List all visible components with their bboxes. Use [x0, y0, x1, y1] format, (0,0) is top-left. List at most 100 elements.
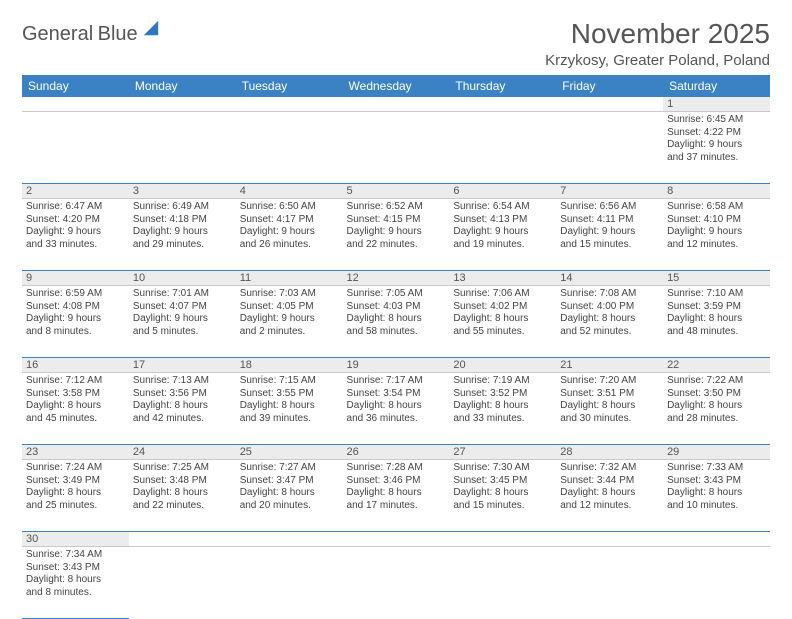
week-row: Sunrise: 6:45 AMSunset: 4:22 PMDaylight:… — [22, 112, 770, 184]
sunrise-line: Sunrise: 6:58 AM — [667, 201, 766, 214]
sunset-line: Sunset: 4:17 PM — [240, 214, 339, 227]
day-cell: Sunrise: 7:10 AMSunset: 3:59 PMDaylight:… — [663, 286, 770, 358]
day-cell — [556, 547, 663, 619]
day-cell: Sunrise: 6:49 AMSunset: 4:18 PMDaylight:… — [129, 199, 236, 271]
daylight-line: Daylight: 8 hours — [240, 400, 339, 413]
daylight-line2: and 22 minutes. — [347, 239, 446, 252]
daylight-line: Daylight: 8 hours — [560, 313, 659, 326]
sunset-line: Sunset: 3:46 PM — [347, 475, 446, 488]
day-cell: Sunrise: 7:24 AMSunset: 3:49 PMDaylight:… — [22, 460, 129, 532]
sunrise-line: Sunrise: 6:59 AM — [26, 288, 125, 301]
day-cell: Sunrise: 7:25 AMSunset: 3:48 PMDaylight:… — [129, 460, 236, 532]
day-number: 26 — [343, 445, 450, 460]
daylight-line: Daylight: 8 hours — [347, 313, 446, 326]
daylight-line2: and 29 minutes. — [133, 239, 232, 252]
daylight-line2: and 36 minutes. — [347, 413, 446, 426]
day-cell: Sunrise: 6:45 AMSunset: 4:22 PMDaylight:… — [663, 112, 770, 184]
day-cell — [449, 112, 556, 184]
daylight-line2: and 20 minutes. — [240, 500, 339, 513]
day-number: 17 — [129, 358, 236, 373]
day-cell — [343, 112, 450, 184]
day-cell: Sunrise: 6:54 AMSunset: 4:13 PMDaylight:… — [449, 199, 556, 271]
sunrise-line: Sunrise: 6:54 AM — [453, 201, 552, 214]
day-number: 11 — [236, 271, 343, 286]
daylight-line2: and 15 minutes. — [560, 239, 659, 252]
daylight-line: Daylight: 8 hours — [26, 487, 125, 500]
day-cell — [556, 112, 663, 184]
sunset-line: Sunset: 3:43 PM — [26, 562, 125, 575]
day-cell: Sunrise: 6:50 AMSunset: 4:17 PMDaylight:… — [236, 199, 343, 271]
day-number: 13 — [449, 271, 556, 286]
daylight-line: Daylight: 8 hours — [26, 400, 125, 413]
day-number: 18 — [236, 358, 343, 373]
day-number: 22 — [663, 358, 770, 373]
sunrise-line: Sunrise: 6:45 AM — [667, 114, 766, 127]
daynum-row: 9101112131415 — [22, 271, 770, 286]
daynum-row: 1 — [22, 97, 770, 112]
daylight-line: Daylight: 9 hours — [453, 226, 552, 239]
daylight-line: Daylight: 8 hours — [133, 487, 232, 500]
daylight-line2: and 10 minutes. — [667, 500, 766, 513]
sail-icon — [142, 19, 160, 37]
sunset-line: Sunset: 3:59 PM — [667, 301, 766, 314]
day-cell — [22, 112, 129, 184]
day-number: 16 — [22, 358, 129, 373]
sunset-line: Sunset: 4:00 PM — [560, 301, 659, 314]
day-cell — [129, 112, 236, 184]
daylight-line: Daylight: 8 hours — [453, 400, 552, 413]
daylight-line: Daylight: 8 hours — [560, 400, 659, 413]
sunset-line: Sunset: 4:11 PM — [560, 214, 659, 227]
day-cell: Sunrise: 7:22 AMSunset: 3:50 PMDaylight:… — [663, 373, 770, 445]
page-title: November 2025 — [545, 18, 770, 50]
day-number — [22, 97, 129, 112]
daylight-line: Daylight: 8 hours — [667, 487, 766, 500]
day-cell — [236, 112, 343, 184]
daylight-line: Daylight: 9 hours — [26, 313, 125, 326]
daynum-row: 2345678 — [22, 184, 770, 199]
daylight-line: Daylight: 8 hours — [453, 487, 552, 500]
sunset-line: Sunset: 3:45 PM — [453, 475, 552, 488]
sunrise-line: Sunrise: 7:20 AM — [560, 375, 659, 388]
sunrise-line: Sunrise: 6:47 AM — [26, 201, 125, 214]
sunrise-line: Sunrise: 7:01 AM — [133, 288, 232, 301]
day-cell: Sunrise: 7:28 AMSunset: 3:46 PMDaylight:… — [343, 460, 450, 532]
day-cell — [449, 547, 556, 619]
day-cell: Sunrise: 6:47 AMSunset: 4:20 PMDaylight:… — [22, 199, 129, 271]
calendar-table: SundayMondayTuesdayWednesdayThursdayFrid… — [22, 75, 770, 619]
day-header: Saturday — [663, 75, 770, 97]
day-number — [343, 97, 450, 112]
day-cell — [129, 547, 236, 619]
day-number — [129, 97, 236, 112]
daylight-line: Daylight: 8 hours — [347, 400, 446, 413]
day-cell: Sunrise: 7:03 AMSunset: 4:05 PMDaylight:… — [236, 286, 343, 358]
day-number — [343, 532, 450, 547]
daynum-row: 23242526272829 — [22, 445, 770, 460]
daylight-line2: and 28 minutes. — [667, 413, 766, 426]
brand-part2: Blue — [98, 23, 138, 45]
sunset-line: Sunset: 3:47 PM — [240, 475, 339, 488]
daylight-line2: and 22 minutes. — [133, 500, 232, 513]
daylight-line: Daylight: 9 hours — [667, 139, 766, 152]
day-number: 29 — [663, 445, 770, 460]
daylight-line2: and 25 minutes. — [26, 500, 125, 513]
daylight-line2: and 55 minutes. — [453, 326, 552, 339]
day-cell: Sunrise: 7:20 AMSunset: 3:51 PMDaylight:… — [556, 373, 663, 445]
week-row: Sunrise: 7:12 AMSunset: 3:58 PMDaylight:… — [22, 373, 770, 445]
day-number: 14 — [556, 271, 663, 286]
day-cell: Sunrise: 6:59 AMSunset: 4:08 PMDaylight:… — [22, 286, 129, 358]
day-cell: Sunrise: 6:58 AMSunset: 4:10 PMDaylight:… — [663, 199, 770, 271]
daylight-line: Daylight: 9 hours — [240, 226, 339, 239]
sunrise-line: Sunrise: 6:49 AM — [133, 201, 232, 214]
day-number: 10 — [129, 271, 236, 286]
day-number: 19 — [343, 358, 450, 373]
daylight-line2: and 30 minutes. — [560, 413, 659, 426]
sunrise-line: Sunrise: 7:12 AM — [26, 375, 125, 388]
day-cell: Sunrise: 7:32 AMSunset: 3:44 PMDaylight:… — [556, 460, 663, 532]
sunrise-line: Sunrise: 7:15 AM — [240, 375, 339, 388]
day-number: 15 — [663, 271, 770, 286]
day-number — [129, 532, 236, 547]
daylight-line2: and 33 minutes. — [453, 413, 552, 426]
daylight-line2: and 33 minutes. — [26, 239, 125, 252]
sunset-line: Sunset: 3:56 PM — [133, 388, 232, 401]
day-cell — [343, 547, 450, 619]
